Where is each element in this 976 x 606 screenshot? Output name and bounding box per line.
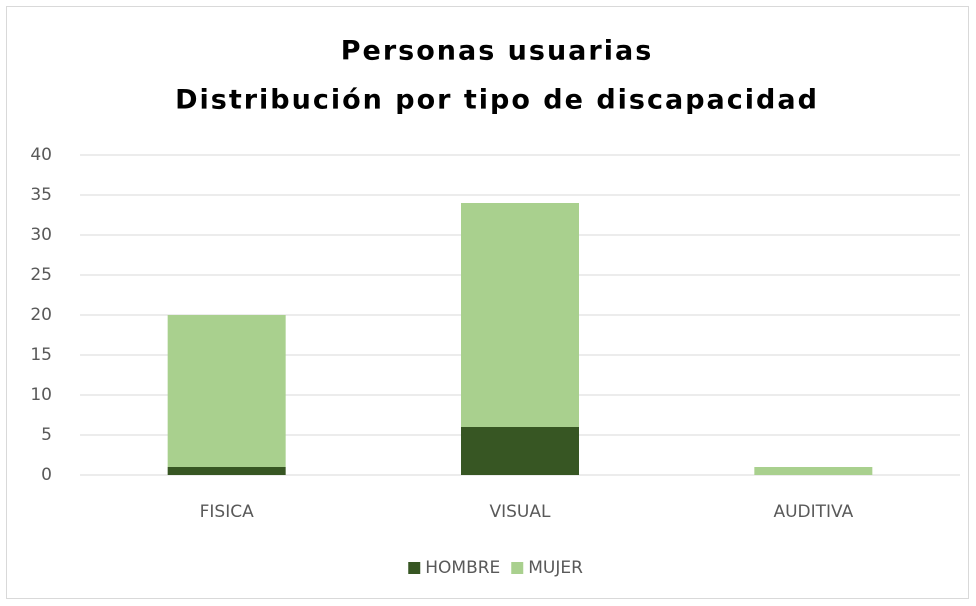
x-tick-label: FISICA [200, 502, 254, 522]
legend-label: HOMBRE [425, 558, 500, 578]
chart-title: Personas usuarias [341, 36, 654, 67]
legend-label: MUJER [528, 558, 583, 578]
chart-subtitle: Distribución por tipo de discapacidad [175, 85, 819, 116]
y-tick-label: 15 [30, 345, 52, 365]
legend-swatch [408, 562, 421, 574]
bar-segment [461, 427, 579, 475]
y-tick-label: 25 [30, 265, 52, 285]
y-tick-label: 5 [41, 425, 52, 445]
y-tick-label: 10 [30, 385, 52, 405]
y-tick-label: 35 [30, 185, 52, 205]
x-tick-label: AUDITIVA [773, 502, 853, 522]
bar-segment [167, 315, 286, 467]
bar-segment [461, 203, 579, 427]
bar-segment [167, 467, 286, 475]
bar-segment [754, 467, 873, 475]
legend-swatch [511, 562, 524, 574]
x-tick-label: VISUAL [490, 502, 552, 522]
y-tick-label: 40 [30, 145, 52, 165]
y-tick-label: 30 [30, 225, 52, 245]
y-tick-label: 20 [30, 305, 52, 325]
y-tick-label: 0 [41, 465, 52, 485]
